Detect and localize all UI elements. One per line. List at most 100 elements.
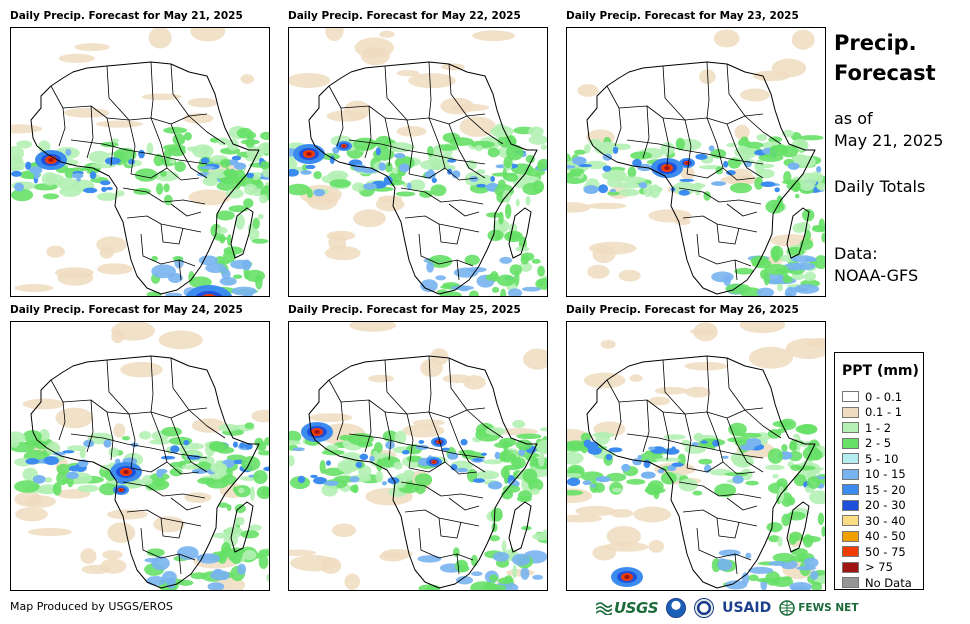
totals-label: Daily Totals	[834, 176, 925, 198]
legend-swatch	[842, 562, 859, 573]
country-border	[727, 358, 745, 410]
legend-label: 5 - 10	[865, 452, 898, 466]
country-border	[171, 64, 189, 116]
sidebar-title: Precip. Forecast	[834, 28, 936, 88]
country-border	[727, 204, 757, 216]
legend-item: 30 - 40	[842, 513, 912, 529]
legend-swatch	[842, 500, 859, 511]
legend-item: No Data	[842, 575, 912, 591]
globe-icon	[779, 600, 795, 616]
fews-net-logo: FEWS NET	[779, 600, 858, 616]
country-border	[607, 86, 763, 124]
forecast-panel-1: Daily Precip. Forecast for May 21, 2025	[10, 10, 270, 302]
forecast-panel-2: Daily Precip. Forecast for May 22, 2025	[288, 10, 548, 302]
country-border	[429, 62, 431, 118]
country-border	[127, 216, 201, 232]
precip-map	[288, 27, 548, 297]
country-border	[697, 234, 751, 266]
precip-map	[288, 321, 548, 591]
country-border	[439, 224, 461, 244]
country-border	[385, 360, 407, 414]
legend-label: 20 - 30	[865, 498, 906, 512]
panel-title: Daily Precip. Forecast for May 22, 2025	[288, 10, 521, 22]
noaa-logo	[666, 598, 686, 618]
legend-label: 2 - 5	[865, 436, 891, 450]
country-border	[405, 510, 479, 526]
country-border	[449, 498, 479, 510]
country-border	[419, 528, 473, 560]
country-border	[59, 108, 65, 146]
usgs-wave-icon	[596, 601, 612, 615]
usaid-logo-text: USAID	[722, 600, 771, 616]
legend-label: 30 - 40	[865, 514, 906, 528]
country-border	[663, 360, 685, 414]
country-border	[683, 216, 757, 232]
data-label: Data:	[834, 243, 878, 265]
legend-item: 1 - 2	[842, 420, 912, 436]
country-border	[151, 62, 153, 118]
precip-field	[11, 28, 269, 296]
forecast-panel-6: Daily Precip. Forecast for May 26, 2025	[566, 304, 826, 596]
legend-swatch	[842, 469, 859, 480]
legend-item: 20 - 30	[842, 498, 912, 514]
precip-map-svg	[289, 322, 547, 590]
country-border	[449, 204, 479, 216]
usgs-logo-text: USGS	[614, 599, 658, 617]
precip-field	[567, 322, 825, 590]
country-border	[615, 108, 621, 146]
country-border	[171, 358, 189, 410]
legend-label: 15 - 20	[865, 483, 906, 497]
legend-label: 1 - 2	[865, 421, 891, 435]
legend-label: No Data	[865, 576, 912, 590]
legend-swatch	[842, 438, 859, 449]
panel-title: Daily Precip. Forecast for May 21, 2025	[10, 10, 243, 22]
footer-credit: Map Produced by USGS/EROS	[10, 600, 173, 613]
legend-item: 0 - 0.1	[842, 389, 912, 405]
legend-item: 5 - 10	[842, 451, 912, 467]
legend-label: 50 - 75	[865, 545, 906, 559]
precip-field	[289, 322, 547, 590]
legend-swatch	[842, 484, 859, 495]
legend-item: > 75	[842, 560, 912, 576]
as-of-date: May 21, 2025	[834, 130, 943, 152]
legend-swatch	[842, 515, 859, 526]
precip-field	[289, 28, 547, 296]
panel-title: Daily Precip. Forecast for May 26, 2025	[566, 304, 799, 316]
country-border	[141, 234, 195, 266]
fews-net-logo-text: FEWS NET	[798, 602, 858, 614]
precip-field	[11, 322, 269, 590]
legend-label: 40 - 50	[865, 529, 906, 543]
panel-title: Daily Precip. Forecast for May 23, 2025	[566, 10, 799, 22]
precip-map	[566, 321, 826, 591]
precip-map-svg	[11, 28, 269, 296]
usaid-logo: USAID	[722, 600, 771, 616]
precip-map	[10, 27, 270, 297]
panel-title: Daily Precip. Forecast for May 24, 2025	[10, 304, 243, 316]
forecast-panel-5: Daily Precip. Forecast for May 25, 2025	[288, 304, 548, 596]
country-border	[663, 66, 685, 120]
panel-title: Daily Precip. Forecast for May 25, 2025	[288, 304, 521, 316]
country-border	[51, 86, 207, 124]
country-border	[107, 66, 129, 120]
sidebar-title-line2: Forecast	[834, 58, 936, 88]
legend-label: 10 - 15	[865, 467, 906, 481]
legend-label: 0 - 0.1	[865, 390, 902, 404]
country-border	[439, 518, 461, 538]
country-border	[727, 64, 745, 116]
legend-item: 15 - 20	[842, 482, 912, 498]
country-border	[717, 518, 739, 538]
logo-strip: USGS USAID FEWS NET	[596, 597, 859, 619]
precip-map-svg	[289, 28, 547, 296]
legend-item: 40 - 50	[842, 529, 912, 545]
legend-label: > 75	[865, 560, 893, 574]
precip-map	[566, 27, 826, 297]
legend-item: 50 - 75	[842, 544, 912, 560]
precip-map	[10, 321, 270, 591]
legend-swatch	[842, 531, 859, 542]
usgs-logo: USGS	[596, 599, 658, 617]
legend-item: 10 - 15	[842, 467, 912, 483]
sidebar-title-line1: Precip.	[834, 28, 936, 58]
forecast-panel-3: Daily Precip. Forecast for May 23, 2025	[566, 10, 826, 302]
legend-item: 0.1 - 1	[842, 405, 912, 421]
